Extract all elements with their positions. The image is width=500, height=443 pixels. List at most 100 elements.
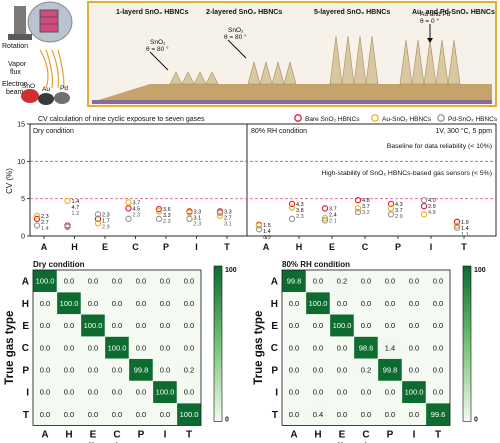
matrix-cell-value: 99.8 xyxy=(134,366,149,375)
matrix-x-tick-label: T xyxy=(435,429,441,440)
matrix-x-tick-label: I xyxy=(413,429,416,440)
cv-value-label-au: 1.4 xyxy=(263,229,271,235)
condition-label-rh: 80% RH condition xyxy=(251,128,307,135)
panel-title-2: 2-layered SnO₂ HBNCs xyxy=(206,9,282,16)
matrix-y-tick-label: A xyxy=(22,277,29,288)
cv-point-pd xyxy=(33,222,41,229)
cv-value-label-bare: 2.3 xyxy=(41,214,49,220)
matrix-y-tick-label: E xyxy=(271,321,278,332)
matrix-cell-value: 100.0 xyxy=(84,321,103,330)
matrix-cell-value: 0.0 xyxy=(160,410,170,419)
cv-x-tick-label: H xyxy=(71,242,78,252)
matrix-cell-value: 0.0 xyxy=(112,410,122,419)
matrix-cell-value: 0.0 xyxy=(409,343,419,352)
stability-annotation: High-stability of SnO₂ HBNCs-based gas s… xyxy=(321,170,492,177)
cv-point-au xyxy=(420,211,428,218)
cv-chart-title: CV calculation of nine cyclic exposure t… xyxy=(38,116,205,123)
matrix-cell-value: 0.0 xyxy=(433,343,443,352)
cv-point-bare xyxy=(354,196,362,204)
matrix-cell-value: 0.0 xyxy=(112,277,122,286)
cv-value-label-bare: 3.7 xyxy=(133,200,141,206)
matrix-y-axis-title: True gas type xyxy=(253,311,265,385)
matrix-cell-value: 0.0 xyxy=(64,277,74,286)
cv-value-label-au: 2.4 xyxy=(329,212,337,218)
cv-point-bare xyxy=(94,215,102,223)
cv-point-au xyxy=(94,220,102,227)
cv-point-au xyxy=(125,199,132,206)
cv-point-bare xyxy=(387,200,395,208)
source-sno2-label: SnO xyxy=(22,83,35,90)
confusion-matrix-dry: Dry condition 100.0 0.0 0.0 0.0 0.0 0.0 0.0 0.0 1… xyxy=(4,260,237,443)
matrix-cell-value: 0.0 xyxy=(289,388,299,397)
cv-x-tick-label: P xyxy=(395,242,401,252)
cv-value-label-pd: 2.3 xyxy=(296,214,304,220)
matrix-cell-value: 0.0 xyxy=(184,388,194,397)
cv-point-pd xyxy=(420,196,428,204)
legend-marker-pd xyxy=(437,114,445,122)
matrix-cell-value: 99.8 xyxy=(287,277,302,286)
cv-x-tick-label: H xyxy=(296,242,303,252)
matrix-cell-value: 0.0 xyxy=(112,321,122,330)
cv-value-label-pd: 2.9 xyxy=(395,214,403,220)
condition-label-dry: Dry condition xyxy=(33,128,74,135)
matrix-cell-value: 0.0 xyxy=(160,277,170,286)
cv-y-tick-label: 10 xyxy=(17,159,25,166)
matrix-title: Dry condition xyxy=(33,260,85,269)
matrix-cell-value: 0.0 xyxy=(184,277,194,286)
cv-value-label-pd: 2.9 xyxy=(102,224,110,230)
matrix-cell-value: 100.0 xyxy=(405,388,424,397)
matrix-cell-value: 0.0 xyxy=(433,277,443,286)
matrix-y-tick-label: C xyxy=(271,343,278,354)
matrix-frame xyxy=(281,269,451,426)
cv-value-label-au: 2.7 xyxy=(41,220,49,226)
cv-point-au xyxy=(288,204,296,211)
legend-label-pd: Pd-SnO₂ HBNCs xyxy=(448,116,498,123)
cv-x-tick-label: E xyxy=(102,242,108,252)
cv-point-bare xyxy=(33,215,41,223)
cv-value-label-bare: 1.5 xyxy=(263,223,271,229)
matrix-cell-value: 0.4 xyxy=(313,410,323,419)
matrix-x-tick-label: T xyxy=(186,429,192,440)
matrix-cell-value: 0.0 xyxy=(40,343,50,352)
matrix-cell-value: 0.0 xyxy=(88,299,98,308)
matrix-cell-value: 0.0 xyxy=(313,366,323,375)
cv-point-pd xyxy=(125,215,132,223)
cv-value-label-bare: 3.3 xyxy=(224,209,232,215)
matrix-cell-value: 0.0 xyxy=(88,366,98,375)
cv-value-label-bare: 4.0 xyxy=(428,198,436,204)
legend-label-au: Au-SnO₂ HBNCs xyxy=(382,116,432,123)
cv-value-label-au: 2.9 xyxy=(428,204,436,210)
cv-x-tick-label: I xyxy=(430,242,433,252)
matrix-cell-value: 0.0 xyxy=(385,321,395,330)
cv-value-label-bare: 1.9 xyxy=(461,220,469,226)
cv-value-label-au: 3.3 xyxy=(163,213,171,219)
matrix-cell-value: 0.0 xyxy=(40,321,50,330)
cv-point-au xyxy=(387,205,395,212)
cv-value-label-bare: 3.6 xyxy=(163,207,171,213)
cv-value-label-au: 4.5 xyxy=(133,206,141,212)
matrix-cell-value: 0.0 xyxy=(385,410,395,419)
cv-point-pd xyxy=(155,215,163,223)
matrix-x-tick-label: E xyxy=(339,429,346,440)
matrix-cell-value: 99.6 xyxy=(431,410,446,419)
cv-point-pd xyxy=(216,209,224,217)
cv-point-pd xyxy=(453,224,461,231)
matrix-x-tick-label: C xyxy=(113,429,120,440)
matrix-cell-value: 98.6 xyxy=(359,343,374,352)
matrix-cell-value: 0.0 xyxy=(160,321,170,330)
matrix-cell-value: 100.0 xyxy=(60,299,79,308)
matrix-cell-value: 0.0 xyxy=(361,410,371,419)
matrix-cell-value: 100.0 xyxy=(108,343,127,352)
beam-label: beam xyxy=(6,89,24,96)
cv-point-au xyxy=(255,222,263,229)
matrix-cell-value: 0.0 xyxy=(136,321,146,330)
matrix-y-tick-label: E xyxy=(22,321,29,332)
matrix-cell-value: 0.0 xyxy=(160,343,170,352)
cv-point-pd xyxy=(94,211,102,218)
cv-value-label-pd: 4.8 xyxy=(428,210,436,216)
colorbar xyxy=(213,265,223,422)
cv-value-label-pd: 2.3 xyxy=(194,221,202,227)
cv-point-bare xyxy=(420,202,428,210)
cv-value-label-bare: 4.8 xyxy=(362,198,370,204)
matrix-cell-value: 0.0 xyxy=(433,321,443,330)
